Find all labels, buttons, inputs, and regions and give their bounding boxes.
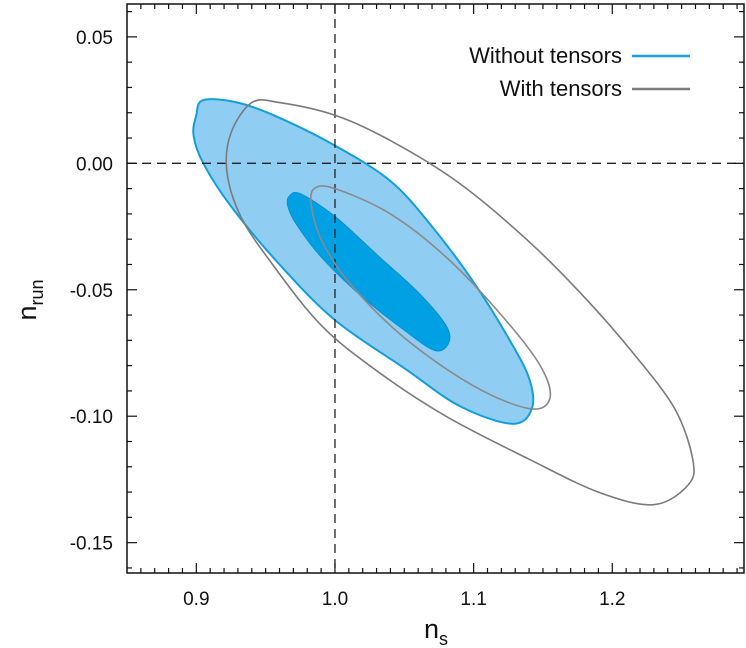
line-contours xyxy=(225,99,695,506)
y-tick-label: -0.10 xyxy=(70,407,113,428)
contour-with-tensors-68pct xyxy=(309,185,552,410)
x-tick-label: 1.2 xyxy=(599,589,625,610)
x-tick-label: 0.9 xyxy=(183,589,209,610)
contour-without-tensors-68pct xyxy=(286,191,451,352)
reference-lines xyxy=(127,4,744,573)
legend-label-with-tensors: With tensors xyxy=(500,76,622,101)
y-tick-label: 0.00 xyxy=(76,154,113,175)
axis-ticks xyxy=(127,4,744,573)
plot-frame xyxy=(126,3,745,574)
y-tick-label: -0.15 xyxy=(70,534,113,555)
legend: Without tensors With tensors xyxy=(469,43,690,101)
filled-contours xyxy=(192,98,535,425)
axis-tick-labels: 0.9 1.0 1.1 1.2 0.05 0.00 -0.05 -0.10 -0.15 xyxy=(70,28,626,610)
x-axis-title: ns xyxy=(424,614,448,648)
y-tick-label: -0.05 xyxy=(70,281,113,302)
legend-label-without-tensors: Without tensors xyxy=(469,43,622,68)
contour-with-tensors-95pct xyxy=(225,99,695,506)
x-tick-label: 1.0 xyxy=(322,589,348,610)
x-tick-label: 1.1 xyxy=(460,589,486,610)
y-axis-title: nrun xyxy=(12,279,47,320)
y-tick-label: 0.05 xyxy=(76,28,113,49)
